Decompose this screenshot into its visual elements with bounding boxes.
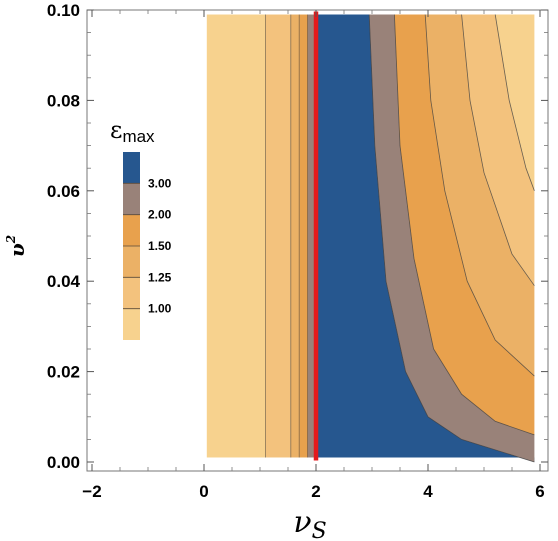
contour-band xyxy=(307,14,316,458)
contour-lines xyxy=(265,11,535,463)
plot-frame xyxy=(86,9,549,472)
y-axis-label: υ2 xyxy=(4,235,29,257)
contour-band xyxy=(265,14,291,458)
legend-title: εmax xyxy=(110,116,155,146)
contour-line xyxy=(424,14,535,377)
legend-label: 1.25 xyxy=(148,270,172,284)
legend-swatch xyxy=(123,246,140,278)
legend-label: 1.50 xyxy=(148,239,172,253)
x-tick-label: −2 xyxy=(82,482,101,501)
legend: εmax 1.00 1.25 1.50 2.00 3.00 xyxy=(110,116,172,340)
contour-band xyxy=(369,14,535,462)
y-tick-label: 0.02 xyxy=(47,363,80,382)
contour-band xyxy=(206,14,266,458)
contour-regions xyxy=(206,14,535,462)
contour-band xyxy=(316,14,535,462)
contour-band xyxy=(394,14,535,435)
legend-label: 2.00 xyxy=(148,208,172,222)
contour-band xyxy=(299,14,308,458)
x-axis-label: νS xyxy=(293,505,326,541)
contour-band xyxy=(461,14,535,286)
contour-band xyxy=(425,14,535,377)
y-tick-label: 0.00 xyxy=(47,453,80,472)
x-tick-label: 6 xyxy=(535,482,544,501)
legend-swatches xyxy=(123,152,140,340)
y-tick-label: 0.06 xyxy=(47,182,80,201)
legend-swatch xyxy=(123,183,140,215)
y-tick-label: 0.10 xyxy=(47,1,80,20)
plot-border xyxy=(86,9,549,472)
legend-swatch xyxy=(123,308,140,340)
legend-swatch xyxy=(123,277,140,309)
legend-swatch xyxy=(123,152,140,184)
legend-swatch xyxy=(123,214,140,246)
x-axis-label-subscript: S xyxy=(312,519,327,541)
y-axis-label-superscript: 2 xyxy=(4,235,18,244)
contour-band xyxy=(290,14,300,458)
legend-labels: 1.00 1.25 1.50 2.00 3.00 xyxy=(123,176,172,316)
contour-line xyxy=(368,14,535,463)
y-tick-label: 0.04 xyxy=(47,272,81,291)
legend-label: 3.00 xyxy=(148,176,172,190)
axis-ticks: −2 0 2 4 6 0.00 0.02 0.04 0.06 0.08 0.10 xyxy=(47,1,548,501)
x-tick-label: 0 xyxy=(199,482,208,501)
contour-line xyxy=(394,14,535,436)
contour-line xyxy=(461,14,535,286)
contour-line xyxy=(494,14,535,191)
x-tick-label: 2 xyxy=(311,482,320,501)
contour-band xyxy=(495,14,535,191)
y-tick-label: 0.08 xyxy=(47,91,80,110)
x-tick-label: 4 xyxy=(423,482,433,501)
legend-label: 1.00 xyxy=(148,302,172,316)
